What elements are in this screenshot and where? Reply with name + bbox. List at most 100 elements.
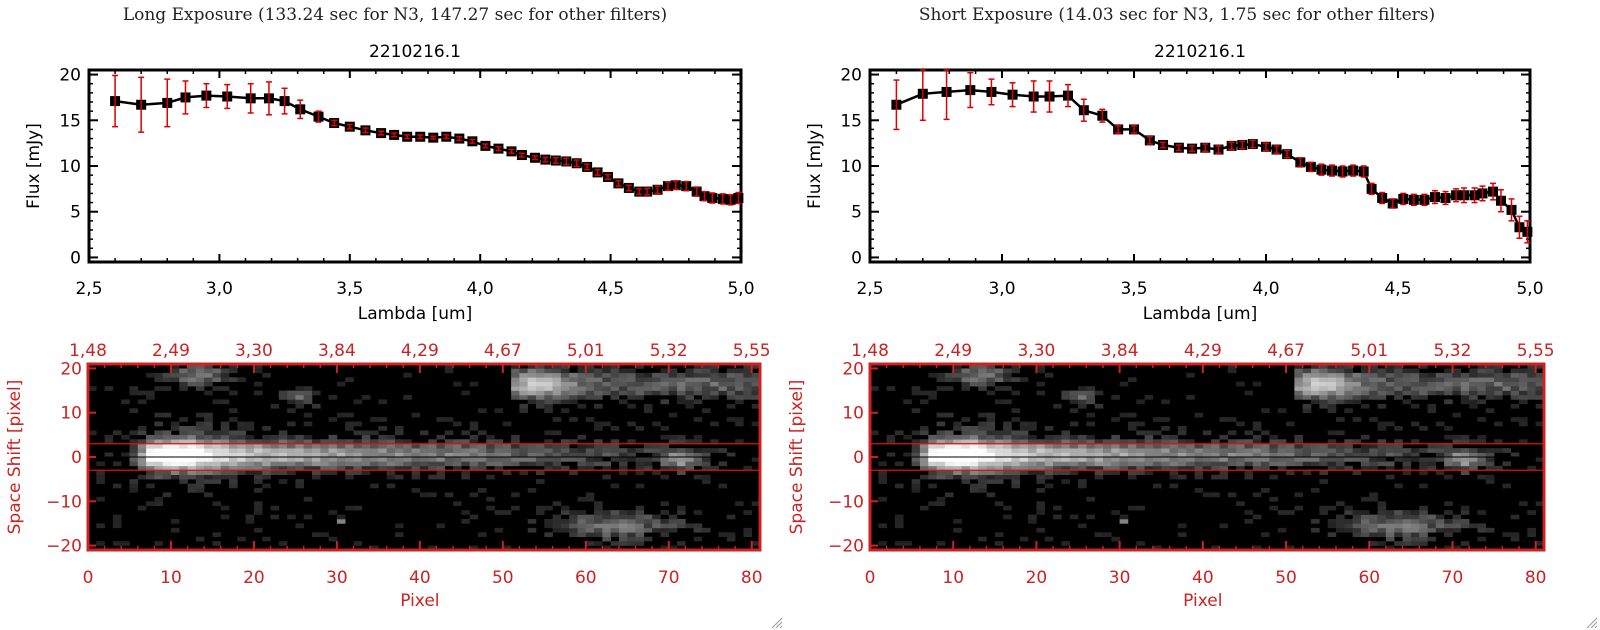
image-pixel (878, 461, 887, 467)
image-pixel (1244, 439, 1254, 445)
error-bar (594, 168, 601, 176)
image-pixel (1061, 430, 1070, 436)
image-pixel (594, 439, 603, 445)
image-pixel (1377, 395, 1387, 400)
image-pixel (179, 457, 188, 462)
image-pixel (1319, 505, 1328, 511)
error-bar (1431, 189, 1438, 205)
image-pixel (585, 465, 595, 471)
image-pixel (303, 461, 313, 467)
image-pixel (1369, 514, 1378, 520)
image-pixel (270, 461, 280, 467)
image-pixel (919, 399, 929, 405)
image-pixel (1377, 532, 1387, 538)
image-pixel (928, 452, 937, 458)
image-pixel (618, 514, 628, 520)
image-pixel (96, 541, 105, 546)
error-bar (988, 78, 995, 106)
image-pixel (978, 452, 987, 458)
image-pixel (154, 452, 163, 458)
error-bar (1080, 98, 1087, 122)
image-pixel (1394, 381, 1403, 387)
image-pixel (944, 474, 954, 480)
image-pixel (1161, 399, 1170, 405)
image-pixel (610, 368, 620, 374)
image-pixel (652, 381, 661, 387)
image-pixel (1003, 457, 1012, 462)
error-bar (1131, 125, 1137, 134)
image-pixel (610, 426, 620, 431)
image-pixel (1252, 381, 1262, 387)
image-pixel (1311, 519, 1320, 524)
image-pixel (643, 457, 653, 462)
image-pixel (1211, 474, 1220, 480)
image-pixel (969, 474, 979, 480)
image-pixel (378, 461, 387, 467)
image-pixel (411, 465, 421, 471)
image-pixel (1003, 474, 1012, 480)
image-pixel (594, 390, 603, 396)
image-pixel (1360, 443, 1370, 449)
image-pixel (511, 443, 520, 449)
image-pixel (1244, 443, 1254, 449)
image-pixel (743, 395, 753, 400)
image-pixel (1028, 461, 1037, 467)
image-pixel (1069, 470, 1079, 476)
image-pixel (1111, 510, 1120, 515)
image-pixel (1385, 474, 1395, 480)
image-pixel (1053, 448, 1062, 453)
image-pixel (536, 457, 545, 462)
image-pixel (1061, 470, 1070, 476)
image-pixel (618, 448, 628, 453)
error-bar (247, 82, 254, 114)
image-pixel (919, 430, 929, 436)
image-pixel (146, 461, 155, 467)
image-pixel (253, 439, 263, 445)
image-pixel (1111, 470, 1120, 476)
image-pixel (287, 470, 296, 476)
image-pixel (1302, 390, 1312, 396)
image-pixel (986, 426, 996, 431)
image-pixel (544, 403, 553, 409)
image-pixel (1019, 448, 1029, 453)
image-pixel (1261, 443, 1270, 449)
image-pixel (204, 439, 213, 445)
image-pixel (320, 470, 329, 476)
image-pixel (1410, 390, 1420, 396)
image-pixel (701, 368, 711, 374)
image-pixel (253, 448, 263, 453)
image-pixel (1036, 452, 1046, 458)
image-pixel (370, 465, 379, 471)
image-pixel (610, 448, 620, 453)
image-pixel (1410, 541, 1420, 546)
image-pixel (453, 439, 462, 445)
image-pixel (886, 386, 896, 391)
error-bar (625, 184, 632, 192)
image-pixel (919, 443, 929, 449)
image-pixel (961, 386, 971, 391)
image-pixel (594, 448, 603, 453)
resize-grip-icon[interactable] (1585, 616, 1597, 628)
image-pixel (618, 368, 628, 374)
image-pixel (270, 434, 280, 440)
image-pixel (1352, 448, 1362, 453)
resize-grip-icon[interactable] (770, 616, 782, 628)
image-pixel (1360, 386, 1370, 391)
image-pixel (1335, 457, 1345, 462)
image-pixel (237, 470, 246, 476)
image-pixel (536, 479, 545, 484)
image-pixel (652, 386, 661, 391)
image-pixel (328, 417, 338, 422)
image-pixel (229, 470, 238, 476)
image-pixel (1294, 457, 1303, 462)
image-pixel (635, 448, 645, 453)
image-pixel (195, 443, 205, 449)
image-pixel (602, 474, 611, 480)
image-pixel (1177, 439, 1187, 445)
image-pixel (1394, 364, 1403, 369)
image-pixel (386, 443, 396, 449)
image-pixel (1385, 510, 1395, 515)
image-pixel (552, 448, 562, 453)
image-pixel (1152, 465, 1162, 471)
image-pixel (519, 390, 529, 396)
